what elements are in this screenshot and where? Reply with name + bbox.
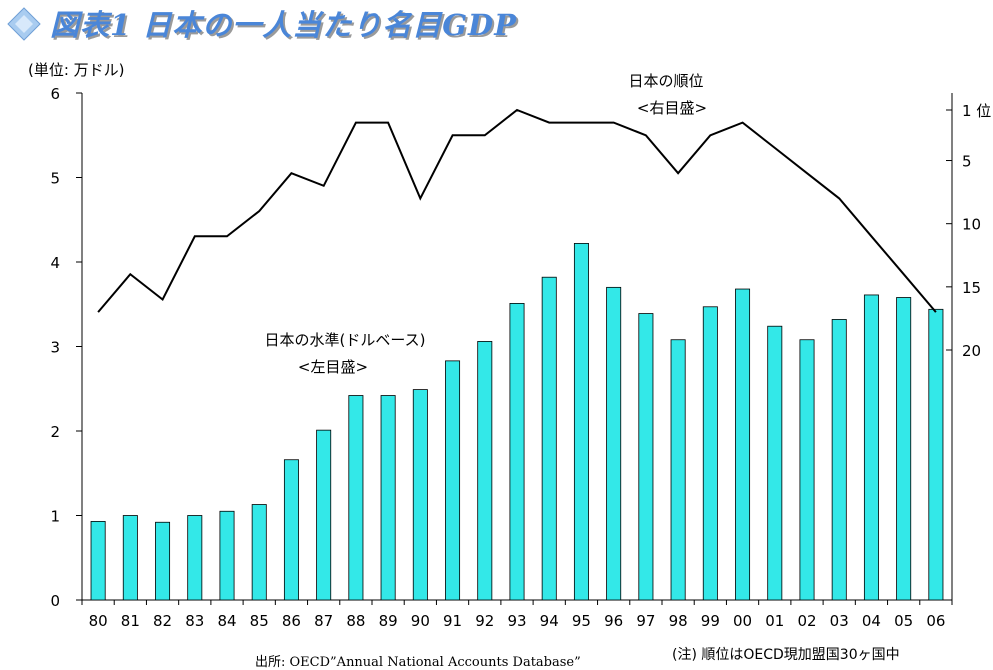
- line-series-sublabel: <右目盛>: [637, 99, 707, 117]
- x-axis-tick-label: 04: [862, 612, 881, 630]
- right-axis-tick-label: 15: [962, 279, 981, 297]
- left-axis-unit-label: (単位: 万ドル): [28, 61, 125, 79]
- line-series-label: 日本の順位: [628, 72, 703, 90]
- bar: [670, 339, 686, 601]
- left-axis-tick-label: 2: [50, 423, 60, 441]
- x-axis-tick-label: 80: [89, 612, 108, 630]
- x-axis-tick-label: 83: [185, 612, 204, 630]
- right-axis-tick-label: 5: [962, 153, 972, 171]
- bar: [380, 395, 396, 601]
- bar: [445, 360, 461, 601]
- bar: [155, 521, 171, 601]
- bar: [799, 339, 815, 601]
- ranking-note: (注) 順位はOECD現加盟国30ヶ国中: [672, 647, 900, 663]
- left-axis-tick-label: 5: [50, 170, 60, 188]
- right-axis-tick-label: 1 位: [962, 102, 991, 120]
- bar: [638, 313, 654, 601]
- x-axis-tick-label: 92: [475, 612, 494, 630]
- x-axis-tick-label: 86: [282, 612, 301, 630]
- bar: [187, 515, 203, 601]
- x-axis-tick-label: 95: [572, 612, 591, 630]
- x-axis-tick-label: 05: [894, 612, 913, 630]
- x-axis-tick-label: 97: [636, 612, 655, 630]
- bar: [928, 308, 944, 601]
- x-axis-tick-label: 81: [121, 612, 140, 630]
- chart-title: 図表1 日本の一人当たり名目GDP: [50, 8, 517, 42]
- x-axis-tick-label: 06: [926, 612, 945, 630]
- source-note: 出所: OECD”Annual National Accounts Databa…: [255, 655, 581, 670]
- bar: [541, 276, 557, 601]
- bar: [735, 288, 751, 601]
- rank-line: [97, 108, 937, 313]
- x-axis-tick-label: 96: [604, 612, 623, 630]
- x-axis-tick-label: 02: [797, 612, 816, 630]
- bar: [412, 389, 428, 601]
- x-axis-tick-label: 84: [217, 612, 236, 630]
- bar: [573, 243, 589, 601]
- x-axis-tick-label: 94: [540, 612, 559, 630]
- bar: [863, 294, 879, 601]
- x-axis-tick-label: 89: [379, 612, 398, 630]
- bar: [283, 459, 299, 601]
- x-axis-tick-label: 90: [411, 612, 430, 630]
- bar: [477, 341, 493, 601]
- left-axis-tick-label: 3: [50, 339, 60, 357]
- x-axis-tick-label: 01: [765, 612, 784, 630]
- bar: [767, 325, 783, 601]
- bar: [348, 395, 364, 601]
- left-axis-tick-label: 6: [50, 85, 60, 103]
- x-axis-tick-label: 91: [443, 612, 462, 630]
- left-axis-tick-label: 0: [50, 592, 60, 610]
- bar: [90, 521, 106, 601]
- bar: [122, 515, 138, 601]
- bar: [831, 319, 847, 601]
- bar: [316, 429, 332, 601]
- x-axis-tick-label: 82: [153, 612, 172, 630]
- bar: [606, 286, 622, 601]
- x-axis-tick-label: 93: [507, 612, 526, 630]
- left-axis-tick-label: 1: [50, 508, 60, 526]
- x-axis-tick-label: 03: [830, 612, 849, 630]
- right-axis-tick-label: 10: [962, 216, 981, 234]
- diamond-icon: [7, 7, 41, 41]
- x-axis-tick-label: 88: [346, 612, 365, 630]
- left-axis-tick-label: 4: [50, 254, 60, 272]
- bar: [251, 504, 267, 601]
- x-axis-tick-label: 98: [669, 612, 688, 630]
- x-axis-tick-label: 00: [733, 612, 752, 630]
- x-axis-tick-label: 99: [701, 612, 720, 630]
- x-axis-tick-label: 87: [314, 612, 333, 630]
- bar-series-sublabel: <左目盛>: [298, 358, 368, 376]
- bar: [219, 510, 235, 601]
- bar: [896, 297, 912, 601]
- bar: [702, 306, 718, 601]
- bar-series-label: 日本の水準(ドルベース): [265, 331, 426, 349]
- x-axis-tick-label: 85: [250, 612, 269, 630]
- bar: [509, 303, 525, 601]
- right-axis-tick-label: 20: [962, 342, 981, 360]
